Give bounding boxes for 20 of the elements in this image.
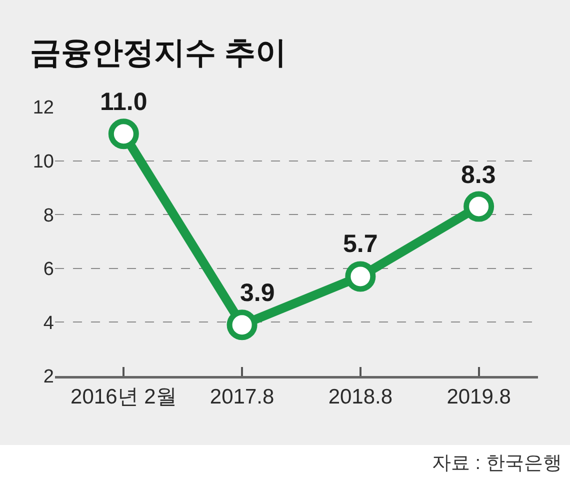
point	[108, 118, 139, 150]
y-tick-label: 4	[43, 312, 54, 334]
x-tick-label: 2016년 2월	[70, 386, 177, 409]
chart-title: 금융안정지수 추이	[30, 34, 287, 70]
data-label: 5.7	[343, 230, 378, 258]
point	[226, 310, 258, 340]
point	[464, 191, 494, 222]
point	[345, 261, 376, 292]
data-label: 8.3	[461, 161, 496, 189]
x-tick-label: 2018.8	[328, 386, 393, 409]
x-tick-label: 2017.8	[210, 386, 274, 409]
y-tick-label: 12	[32, 98, 54, 119]
y-tick-label: 10	[32, 151, 54, 172]
x-tick-label: 2019.8	[446, 386, 511, 409]
data-label: 11.0	[100, 88, 148, 116]
y-tick-label: 6	[43, 259, 54, 280]
data-label: 3.9	[240, 279, 275, 307]
y-tick-label: 2	[43, 366, 54, 388]
text: 자료 : 한국은행	[432, 453, 562, 474]
y-tick-label: 8	[43, 205, 54, 226]
